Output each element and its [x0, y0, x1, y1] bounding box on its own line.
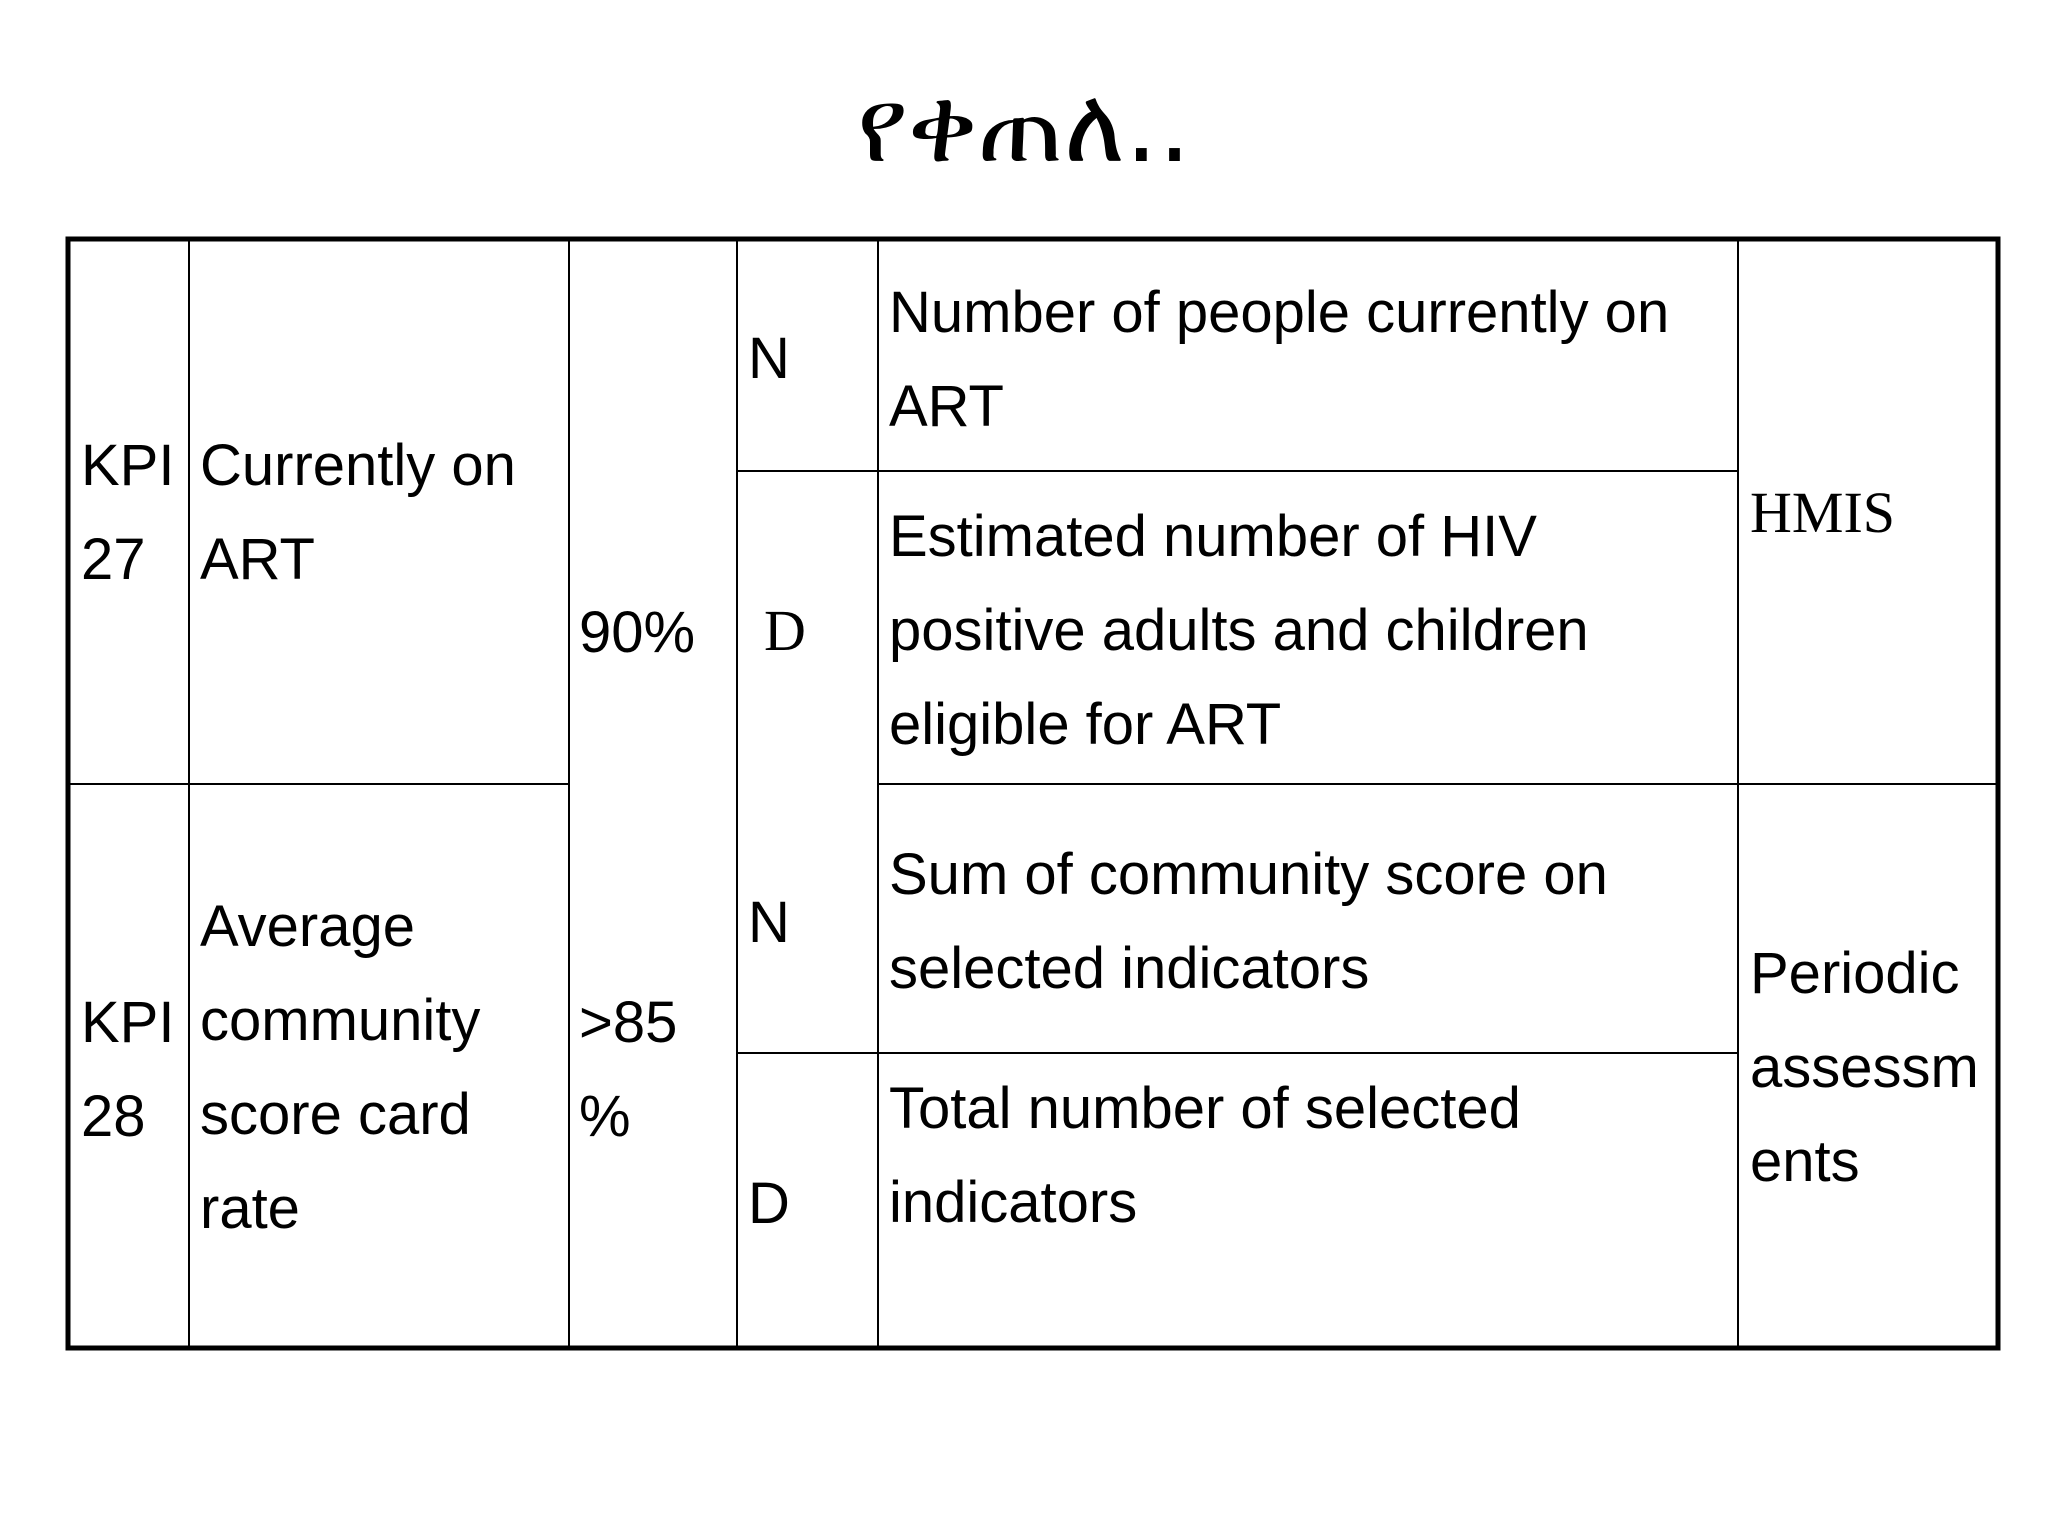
- source: Periodic assessments: [1750, 941, 1979, 1194]
- kpi-id: KPI 27: [81, 433, 175, 592]
- target: >85 %: [579, 990, 678, 1149]
- numerator: Sum of community score on selected indic…: [889, 842, 1608, 1001]
- target: 90%: [579, 600, 696, 665]
- numerator-label: N: [748, 890, 790, 955]
- denominator-label: D: [748, 1171, 790, 1236]
- slide-title: የቀጠለ..: [856, 64, 1192, 186]
- indicator: Currently on ART: [200, 433, 516, 592]
- denominator-label: D: [764, 598, 806, 663]
- kpi-id: KPI 28: [81, 990, 175, 1149]
- numerator: Number of people currently on ART: [889, 280, 1670, 439]
- denominator: Total number of selected indicators: [889, 1076, 1521, 1235]
- indicator: Average community score card rate: [200, 894, 481, 1241]
- denominator: Estimated number of HIV positive adults …: [889, 504, 1589, 757]
- numerator-label: N: [748, 326, 790, 391]
- source: HMIS: [1750, 480, 1896, 545]
